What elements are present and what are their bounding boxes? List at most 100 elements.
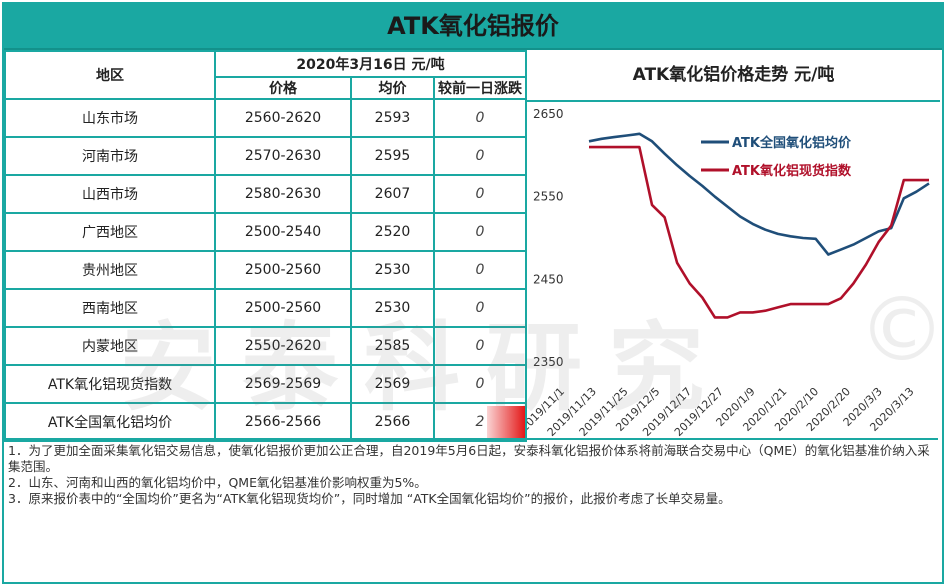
y-tick-label: 2550 [533,190,564,204]
avg-cell: 2585 [350,326,435,366]
region-cell-text: 内蒙地区 [82,339,138,355]
table-row: 西南地区 2500-2560 2530 0 [4,288,527,328]
table-row: 内蒙地区 2550-2620 2585 0 [4,326,527,366]
table-row: 贵州地区 2500-2560 2530 0 [4,250,527,290]
change-cell-text: 0 [475,300,485,316]
table-row: ATK全国氧化铝均价 2566-2566 2566 2 [4,402,527,442]
region-cell-text: ATK氧化铝现货指数 [47,377,173,393]
avg-cell-text: 2593 [374,110,411,126]
change-cell-text: 0 [475,338,485,354]
region-header: 地区 [4,50,216,100]
avg-cell: 2520 [350,212,435,252]
price-cell-text: 2500-2540 [244,224,322,240]
change-cell-text: 0 [475,186,485,202]
price-cell: 2500-2540 [214,212,352,252]
price-trend-chart: 23502450255026502019/11/12019/11/132019/… [527,107,930,438]
table-row: 广西地区 2500-2540 2520 0 [4,212,527,252]
region-cell-text: 山东市场 [82,111,138,127]
price-cell: 2580-2630 [214,174,352,214]
price-cell-text: 2560-2620 [244,110,322,126]
price-cell-text: 2500-2560 [244,262,322,278]
price-cell: 2570-2630 [214,136,352,176]
date-header: 2020年3月16日 元/吨 [214,50,527,78]
y-tick-label: 2350 [533,355,564,369]
price-cell-text: 2566-2566 [244,414,322,430]
avg-cell-text: 2530 [374,262,411,278]
change-cell-text: 0 [475,224,485,240]
avg-cell-text: 2530 [374,300,411,316]
price-cell: 2569-2569 [214,364,352,404]
change-cell: 0 [433,212,527,252]
table-row: ATK氧化铝现货指数 2569-2569 2569 0 [4,364,527,404]
table-row: 河南市场 2570-2630 2595 0 [4,136,527,176]
avg-cell: 2530 [350,288,435,328]
price-cell: 2560-2620 [214,98,352,138]
avg-cell: 2593 [350,98,435,138]
region-cell: 山东市场 [4,98,216,138]
table-row: 山西市场 2580-2630 2607 0 [4,174,527,214]
region-cell: 广西地区 [4,212,216,252]
price-cell-text: 2569-2569 [244,376,322,392]
page-title: ATK氧化铝报价 [4,4,942,50]
region-cell: 西南地区 [4,288,216,328]
price-cell: 2550-2620 [214,326,352,366]
avg-cell: 2607 [350,174,435,214]
price-cell: 2566-2566 [214,402,352,442]
price-cell-text: 2500-2560 [244,300,322,316]
region-cell: 贵州地区 [4,250,216,290]
region-cell-text: 山西市场 [82,187,138,203]
change-cell: 0 [433,174,527,214]
region-cell: 内蒙地区 [4,326,216,366]
avg-cell: 2530 [350,250,435,290]
region-cell-text: 贵州地区 [82,263,138,279]
note-3: 3．原来报价表中的“全国均价”更名为“ATK氧化铝现货均价”，同时增加 “ATK… [8,491,731,506]
change-cell: 2 [433,402,527,442]
price-cell-text: 2580-2630 [244,186,322,202]
price-column-header: 价格 [214,76,352,100]
legend-label: ATK全国氧化铝均价 [732,135,852,151]
y-tick-label: 2450 [533,272,564,286]
change-cell-text: 0 [475,110,485,126]
change-cell: 0 [433,288,527,328]
change-cell-text: 0 [475,148,485,164]
change-cell: 0 [433,364,527,404]
price-cell-text: 2550-2620 [244,338,322,354]
series-line-1 [588,132,930,256]
avg-cell: 2569 [350,364,435,404]
change-column-header: 较前一日涨跌 [433,76,527,100]
region-cell: 河南市场 [4,136,216,176]
region-cell-text: ATK全国氧化铝均价 [47,415,173,431]
avg-cell: 2595 [350,136,435,176]
chart-panel [525,50,940,438]
change-cell-text: 2 [475,414,485,430]
avg-column-header: 均价 [350,76,435,100]
series-line-2 [589,145,929,319]
region-cell: ATK氧化铝现货指数 [4,364,216,404]
notes-section: 1．为了更加全面采集氧化铝交易信息，使氧化铝报价更加公正合理，自2019年5月6… [4,438,938,578]
avg-cell-text: 2566 [374,414,411,430]
change-cell-text: 0 [475,262,485,278]
region-cell-text: 河南市场 [82,149,138,165]
change-cell: 0 [433,250,527,290]
change-cell: 0 [433,326,527,366]
avg-cell-text: 2520 [374,224,411,240]
avg-cell-text: 2585 [374,338,411,354]
change-cell-text: 0 [475,376,485,392]
change-cell: 0 [433,136,527,176]
region-cell-text: 广西地区 [82,225,138,241]
price-cell: 2500-2560 [214,250,352,290]
avg-cell-text: 2595 [374,148,411,164]
legend-label: ATK氧化铝现货指数 [732,163,852,179]
change-highlight [487,406,525,438]
avg-cell-text: 2607 [374,186,411,202]
price-table: 地区 2020年3月16日 元/吨 价格 均价 较前一日涨跌 山东市场 2560-… [4,50,527,442]
region-cell-text: 西南地区 [82,301,138,317]
note-2: 2．山东、河南和山西的氧化铝均价中，QME氧化铝基准价影响权重为5%。 [8,475,427,490]
note-1: 1．为了更加全面采集氧化铝交易信息，使氧化铝报价更加公正合理，自2019年5月6… [8,443,930,474]
price-cell-text: 2570-2630 [244,148,322,164]
table-row: 山东市场 2560-2620 2593 0 [4,98,527,138]
price-cell: 2500-2560 [214,288,352,328]
region-cell: ATK全国氧化铝均价 [4,402,216,442]
change-cell: 0 [433,98,527,138]
region-cell: 山西市场 [4,174,216,214]
